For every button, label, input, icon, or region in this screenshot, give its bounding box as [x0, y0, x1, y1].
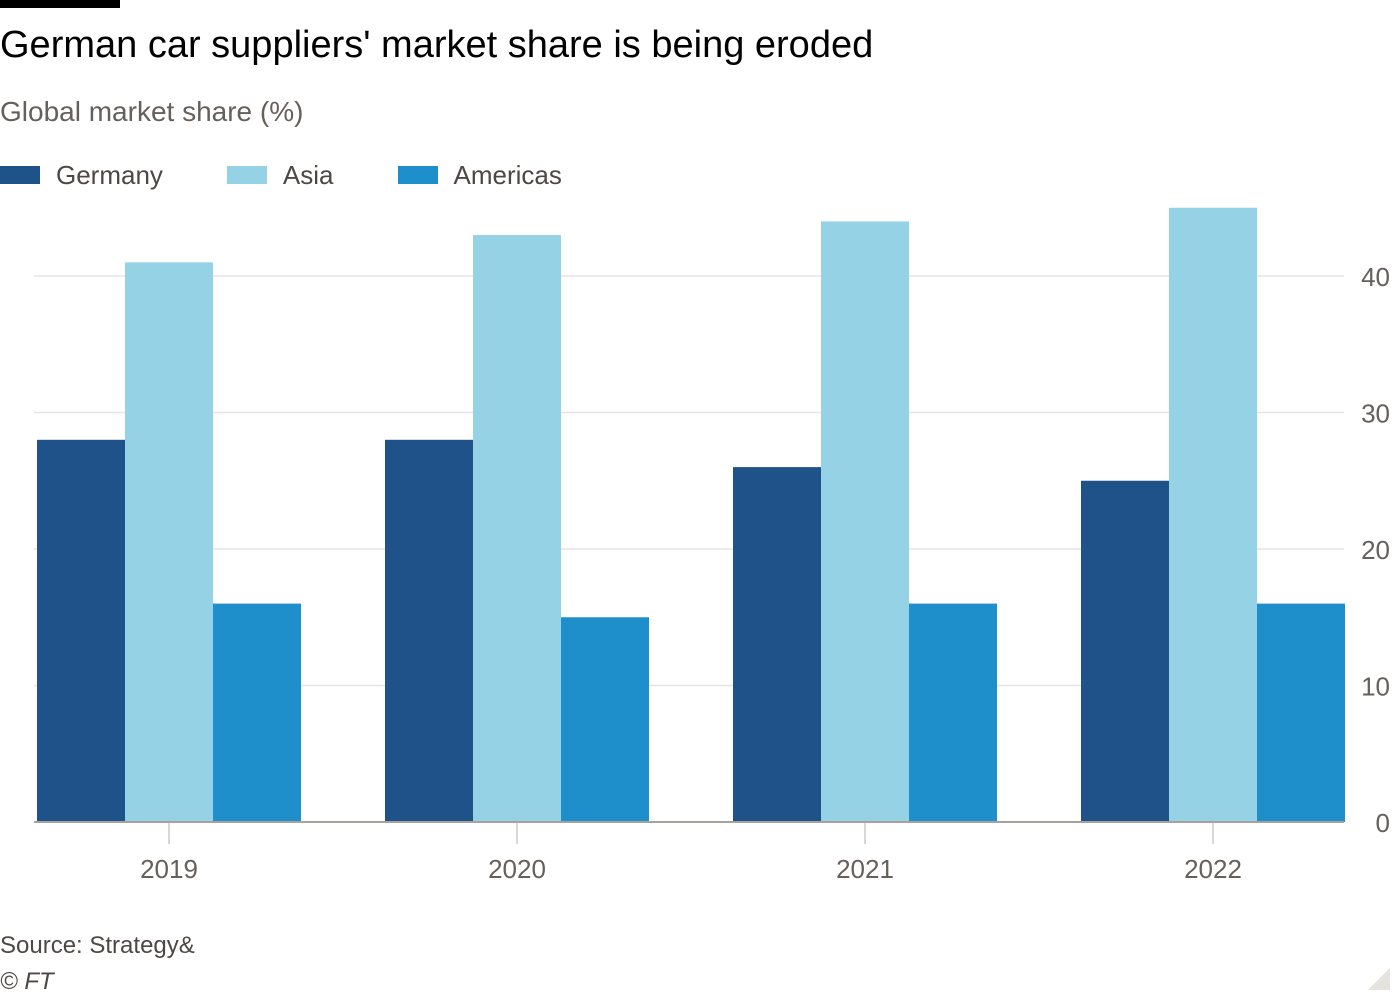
x-tick-label: 2020 [488, 854, 546, 884]
x-tick-label: 2021 [836, 854, 894, 884]
bar-americas-2019 [213, 603, 301, 822]
bar-chart: 0 10 20 30 40 2019 2020 2021 2022 [34, 207, 1390, 884]
chart-title: German car suppliers' market share is be… [0, 24, 874, 66]
x-tick-label: 2022 [1184, 854, 1242, 884]
legend-item-germany: Germany [0, 160, 163, 191]
y-tick-label: 20 [1361, 535, 1390, 565]
bar-germany-2019 [37, 439, 125, 822]
bar-americas-2020 [561, 617, 649, 822]
bar-americas-2022 [1257, 603, 1345, 822]
legend-item-americas: Americas [397, 159, 562, 191]
bar-germany-2020 [385, 439, 473, 822]
bar-asia-2020 [473, 235, 561, 823]
y-tick-label: 0 [1376, 808, 1390, 838]
bar-asia-2021 [821, 221, 909, 822]
legend-swatch-americas [397, 166, 438, 184]
bar-americas-2021 [909, 603, 997, 822]
legend-item-asia: Asia [226, 159, 334, 191]
legend-swatch-germany [0, 166, 40, 184]
bar-germany-2021 [733, 467, 821, 822]
corner-resize-mark [1368, 968, 1390, 990]
y-tick-label: 30 [1361, 399, 1390, 429]
bar-germany-2022 [1081, 480, 1169, 822]
legend: Germany Asia Americas [0, 158, 626, 192]
top-accent-bar [0, 0, 120, 8]
y-tick-label: 40 [1361, 262, 1390, 292]
legend-label-americas: Americas [453, 159, 562, 190]
legend-swatch-asia [226, 166, 267, 184]
chart-subtitle: Global market share (%) [0, 96, 304, 127]
copyright-note: © FT [0, 968, 54, 995]
source-note: Source: Strategy& [0, 932, 195, 959]
bar-asia-2022 [1169, 207, 1257, 822]
y-tick-label: 10 [1361, 672, 1390, 702]
legend-label-germany: Germany [56, 159, 163, 190]
legend-label-asia: Asia [282, 159, 334, 190]
bar-asia-2019 [125, 262, 213, 823]
x-tick-label: 2019 [140, 854, 198, 884]
